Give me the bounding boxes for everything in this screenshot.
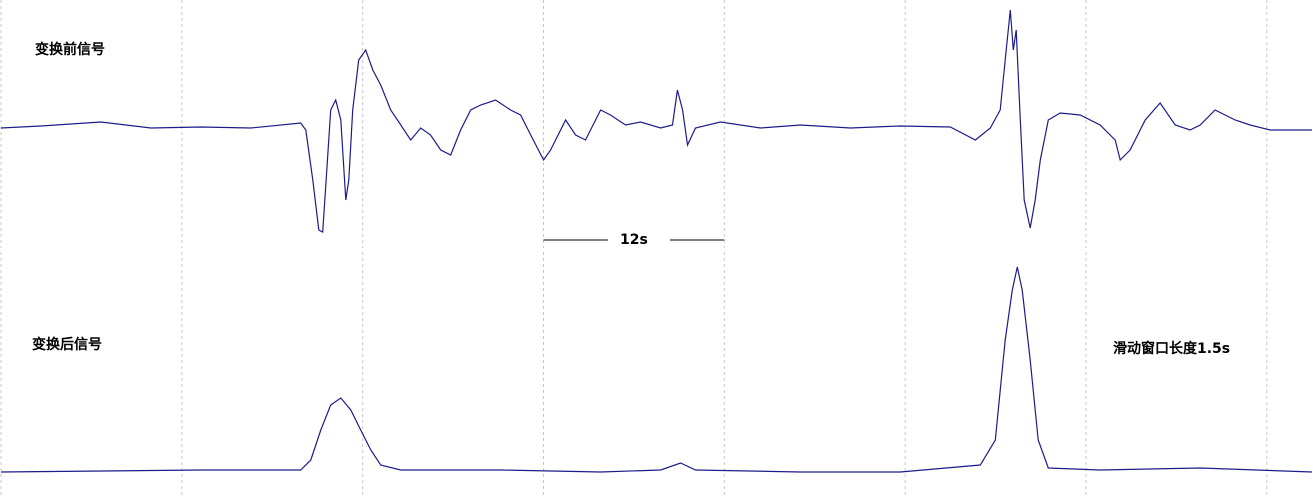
- signal-title: 变换后信号: [32, 336, 102, 353]
- signal-line: [0, 9, 1312, 233]
- scale-bar-label: 12s: [620, 232, 648, 248]
- annotation: 滑动窗口长度1.5s: [1113, 340, 1230, 357]
- signal-line: [0, 266, 1313, 473]
- signal-title: 变换前信号: [35, 41, 105, 58]
